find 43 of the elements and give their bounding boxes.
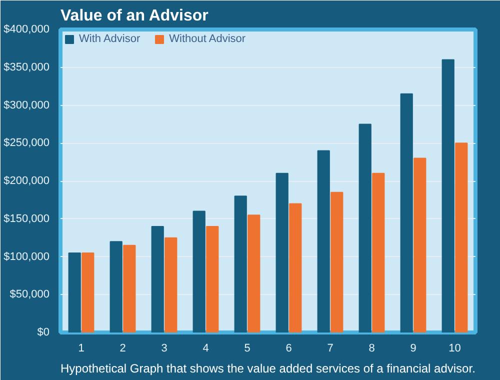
bar [330,192,344,332]
legend-label: With Advisor [79,33,140,45]
bar [372,172,385,332]
bar [442,59,454,332]
bar [82,252,94,332]
y-tick-label: $100,000 [4,250,50,263]
bar [400,93,413,332]
bar [455,142,468,332]
y-tick-label: $250,000 [4,137,50,150]
text: Hypothetical Graph that shows the value added services of a financial advisor. [60,362,476,376]
bar [164,237,178,332]
bar [358,124,372,332]
x-tick-label: 3 [161,342,168,354]
bar [68,252,81,332]
chart-title: Value of an Advisor [60,8,208,24]
bar [192,210,206,332]
x-tick-label: 2 [120,342,126,354]
bar [317,150,330,332]
y-tick-label: $150,000 [4,212,50,225]
y-tick-label: $50,000 [10,288,50,301]
bar [289,203,302,332]
x-tick-label: 6 [286,342,292,354]
x-tick-label: 1 [78,342,84,354]
bar [206,226,219,332]
y-tick-label: $400,000 [4,24,50,36]
bar [414,158,426,332]
bar [123,244,136,332]
y-tick-label: $300,000 [4,99,50,112]
bar [110,241,122,332]
x-tick-label: 8 [368,342,375,354]
y-tick-label: $350,000 [4,61,50,74]
legend-label: Without Advisor [169,33,246,45]
bar [276,172,288,332]
bar [151,226,164,332]
bar [248,214,260,332]
x-tick-label: 4 [202,342,209,354]
x-tick-label: 9 [410,342,416,354]
x-tick-label: 5 [244,342,250,354]
y-tick-label: $200,000 [4,175,50,187]
bar [234,196,247,332]
x-tick-label: 7 [327,342,334,354]
x-tick-label: 10 [448,342,461,354]
y-tick-label: $0 [37,326,50,338]
